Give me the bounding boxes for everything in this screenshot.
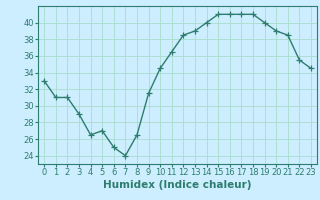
X-axis label: Humidex (Indice chaleur): Humidex (Indice chaleur): [103, 180, 252, 190]
